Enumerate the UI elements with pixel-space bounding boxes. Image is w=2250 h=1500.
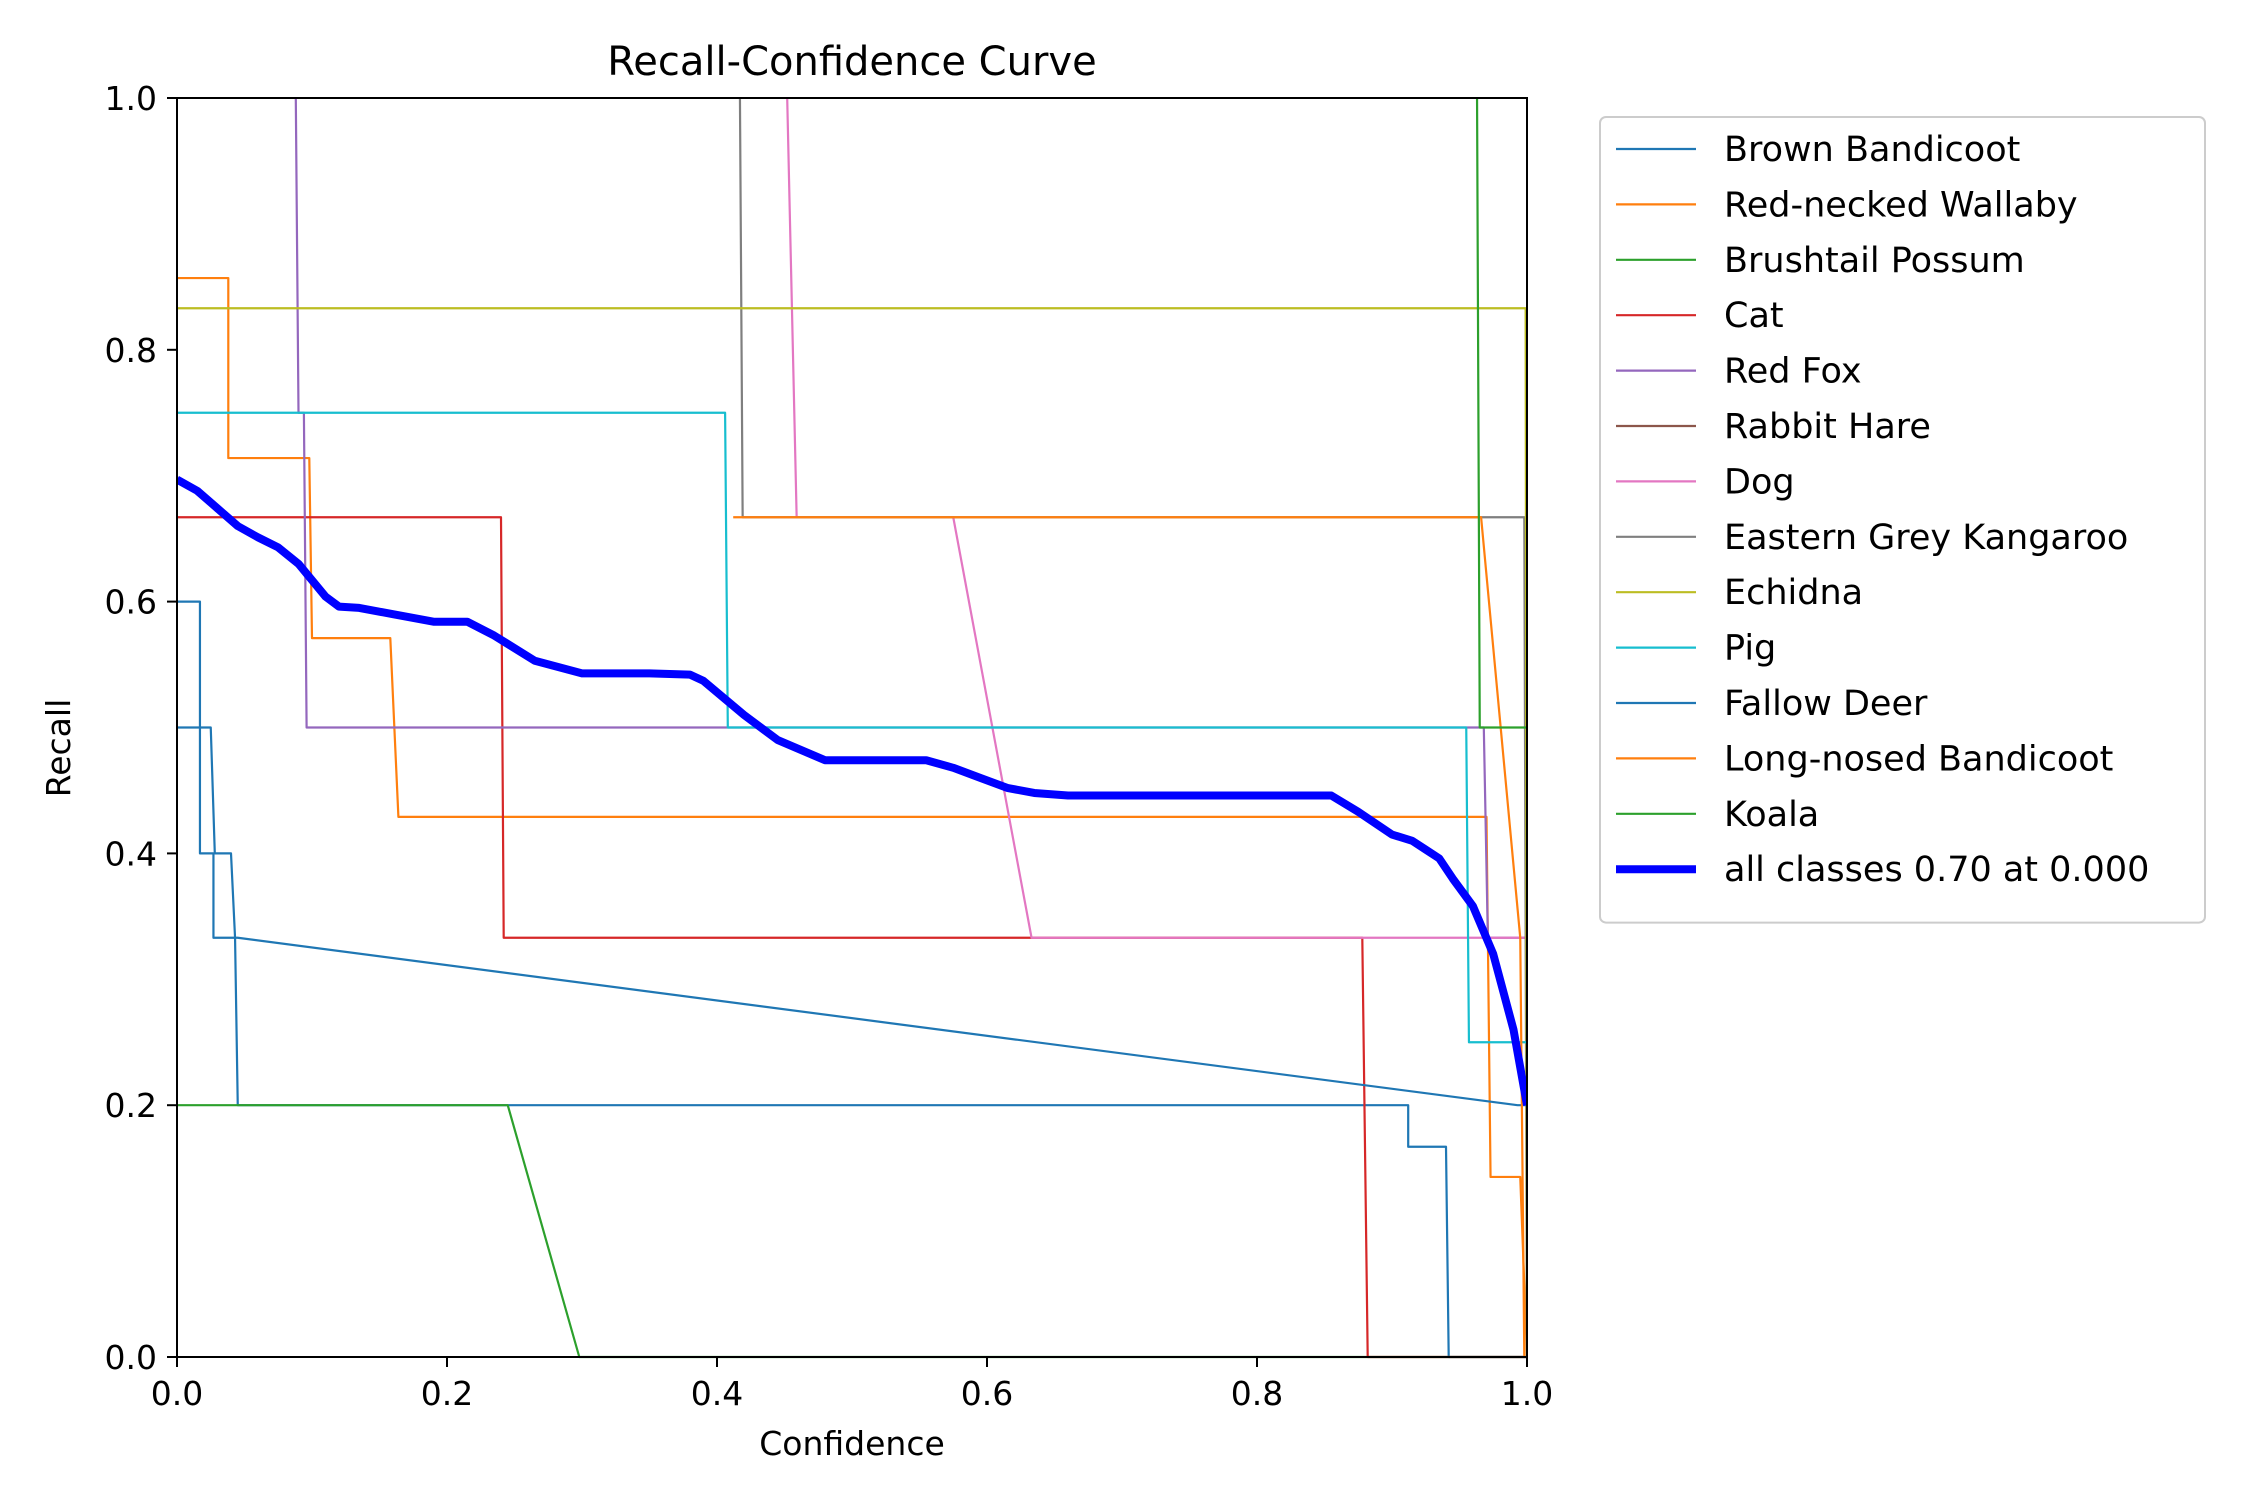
legend-label-koala: Koala xyxy=(1724,795,1819,835)
legend: Brown Bandicoot Red-necked Wallaby Brushta… xyxy=(1599,116,2206,924)
series-line-brushtail-possum xyxy=(177,1104,1527,1359)
legend-label-cat: Cat xyxy=(1724,296,1784,336)
axes: 0.0 0.2 0.4 0.6 0.8 1.0 0.0 0.2 0.4 0.6 0.8 1.0 xyxy=(105,79,1554,1413)
x-axis-title: Confidence xyxy=(759,1424,945,1463)
legend-label-dog: Dog xyxy=(1724,462,1795,502)
y-tick-label: 0.4 xyxy=(105,834,157,873)
y-tick-label: 0.2 xyxy=(105,1086,157,1125)
series-line-fallow-deer xyxy=(177,726,1527,1107)
legend-label-red-necked-wallaby: Red-necked Wallaby xyxy=(1724,185,2078,225)
series-line-echidna xyxy=(177,307,1527,1358)
x-tick-label: 1.0 xyxy=(1501,1374,1553,1413)
x-tick-label: 0.2 xyxy=(421,1374,473,1413)
chart-title: Recall-Confidence Curve xyxy=(607,39,1096,85)
legend-label-echidna: Echidna xyxy=(1724,573,1863,613)
legend-label-fallow-deer: Fallow Deer xyxy=(1724,684,1928,724)
plot-frame xyxy=(176,97,1528,1358)
x-tick-label: 0.6 xyxy=(961,1374,1013,1413)
legend-label-red-fox: Red Fox xyxy=(1724,352,1862,392)
legend-label-eastern-grey-kangaroo: Eastern Grey Kangaroo xyxy=(1724,518,2128,558)
legend-box xyxy=(1599,116,2206,924)
series-line-all-classes-0-70-at-0-000 xyxy=(177,475,1527,1106)
y-tick-label: 0.8 xyxy=(105,331,157,370)
legend-label-long-nosed-bandicoot: Long-nosed Bandicoot xyxy=(1724,739,2113,779)
legend-label-all-classes-0-70-at-0-000: all classes 0.70 at 0.000 xyxy=(1724,850,2149,890)
y-tick-label: 0.6 xyxy=(105,583,157,622)
x-tick-label: 0.8 xyxy=(1231,1374,1283,1413)
series-line-red-necked-wallaby xyxy=(177,276,1527,1358)
legend-label-brushtail-possum: Brushtail Possum xyxy=(1724,241,2025,281)
y-tick-label: 0.0 xyxy=(105,1338,157,1377)
y-axis-title: Recall xyxy=(39,699,78,797)
legend-label-rabbit-hare: Rabbit Hare xyxy=(1724,407,1931,447)
legend-label-brown-bandicoot: Brown Bandicoot xyxy=(1724,130,2020,170)
x-tick-label: 0.4 xyxy=(691,1374,743,1413)
series-line-brown-bandicoot xyxy=(177,600,1527,1359)
series-line-pig xyxy=(177,411,1527,1044)
plot-area xyxy=(177,97,1527,1359)
y-tick-label: 1.0 xyxy=(105,79,157,118)
x-tick-label: 0.0 xyxy=(151,1374,203,1413)
legend-label-pig: Pig xyxy=(1724,629,1776,669)
series-line-koala xyxy=(1475,97,1527,729)
